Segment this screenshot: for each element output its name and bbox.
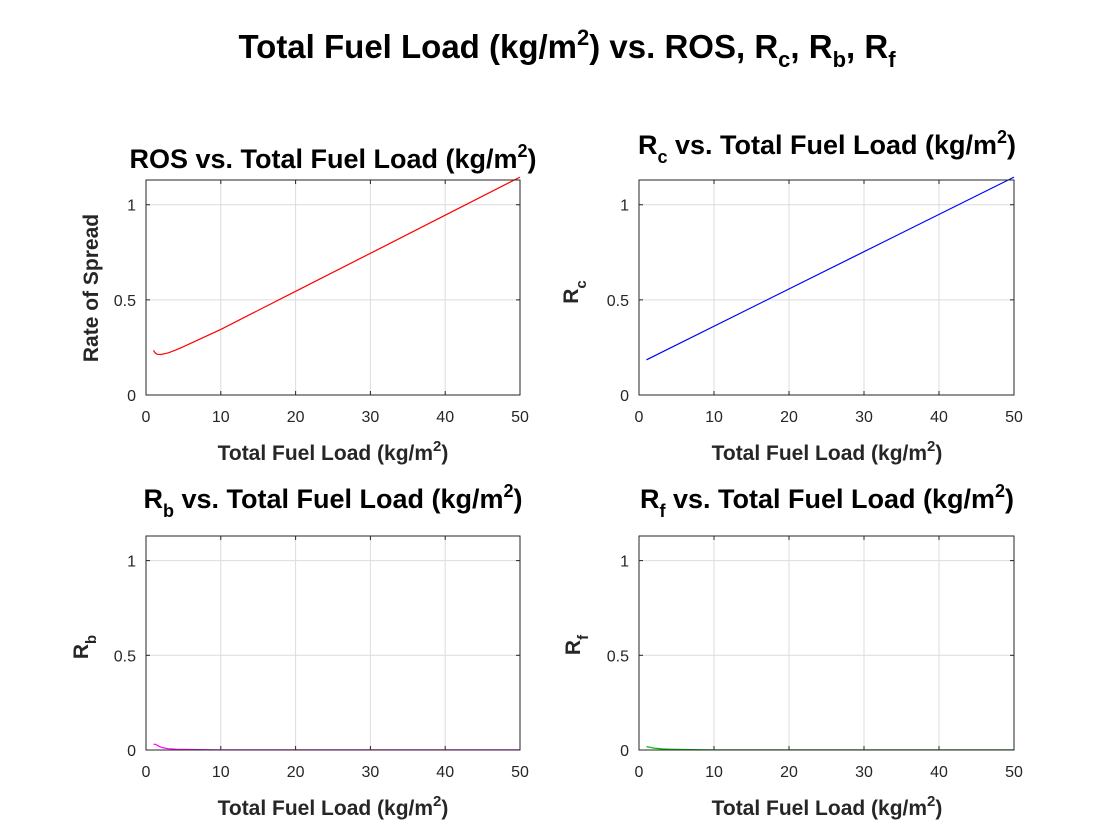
x-tick-label: 0: [142, 409, 151, 426]
plot-area-ros: 0 10 20 30 40 50 0 0.5 1: [114, 176, 529, 426]
y-tick-label: 0: [127, 743, 136, 760]
subplot-title: Rc vs. Total Fuel Load (kg/m2): [638, 127, 1016, 167]
y-tick-label: 1: [127, 198, 136, 215]
x-tick-label: 40: [436, 409, 454, 426]
x-tick-label: 20: [287, 764, 305, 781]
x-tick-label: 0: [635, 764, 644, 781]
x-axis-label: Total Fuel Load (kg/m2): [218, 793, 449, 820]
y-tick-label: 0.5: [114, 293, 136, 310]
series-line: [646, 746, 1014, 751]
x-tick-label: 20: [287, 409, 305, 426]
y-tick-label: 0.5: [114, 648, 136, 665]
plot-area-rf: 0 10 20 30 40 50 0 0.5 1: [607, 535, 1023, 781]
y-tick-label: 1: [620, 554, 629, 571]
x-tick-label: 50: [511, 764, 529, 781]
axes-frame: [638, 179, 1015, 396]
axes-frame: [145, 179, 521, 396]
axes-frame: [638, 535, 1015, 751]
series-line: [153, 743, 520, 751]
y-tick-label: 0: [620, 388, 629, 405]
series-line: [152, 176, 521, 356]
y-tick-label: 0: [620, 743, 629, 760]
y-tick-label: 1: [127, 554, 136, 571]
x-tick-label: 10: [705, 764, 723, 781]
x-tick-label: 0: [635, 409, 644, 426]
plot-area-rb: 0 10 20 30 40 50 0 0.5 1: [114, 535, 529, 781]
x-tick-label: 50: [1005, 764, 1023, 781]
subplot-title: ROS vs. Total Fuel Load (kg/m2): [129, 141, 536, 174]
x-axis-label: Total Fuel Load (kg/m2): [712, 438, 943, 465]
x-axis-label: Total Fuel Load (kg/m2): [218, 438, 449, 465]
y-tick-label: 0.5: [607, 648, 629, 665]
y-axis-label: Rate of Spread: [80, 214, 103, 362]
y-tick-label: 0.5: [607, 293, 629, 310]
x-tick-label: 30: [855, 409, 873, 426]
x-axis-label: Total Fuel Load (kg/m2): [712, 793, 943, 820]
x-tick-label: 40: [930, 409, 948, 426]
subplot-ros: ROS vs. Total Fuel Load (kg/m2) Total Fu…: [80, 141, 537, 465]
figure-title: Total Fuel Load (kg/m2) vs. ROS, Rc, Rb,…: [238, 25, 896, 72]
series-line: [646, 176, 1015, 361]
y-tick-label: 0: [127, 388, 136, 405]
x-tick-label: 50: [1005, 409, 1023, 426]
x-tick-label: 10: [212, 764, 230, 781]
x-tick-label: 20: [780, 409, 798, 426]
plot-area-rc: 0 10 20 30 40 50 0 0.5 1: [607, 176, 1023, 426]
subplot-rf: Rf vs. Total Fuel Load (kg/m2) Total Fue…: [562, 481, 1023, 820]
y-axis-label: Rc: [560, 280, 590, 304]
y-tick-label: 1: [620, 198, 629, 215]
subplot-title: Rb vs. Total Fuel Load (kg/m2): [143, 481, 522, 521]
y-axis-label: Rb: [70, 635, 100, 659]
x-tick-label: 30: [362, 764, 380, 781]
x-tick-label: 50: [511, 409, 529, 426]
x-tick-label: 20: [780, 764, 798, 781]
x-tick-label: 30: [855, 764, 873, 781]
x-tick-label: 10: [705, 409, 723, 426]
x-tick-label: 10: [212, 409, 230, 426]
subplot-rc: Rc vs. Total Fuel Load (kg/m2) Total Fue…: [560, 127, 1023, 465]
y-axis-label: Rf: [562, 634, 592, 655]
subplot-title: Rf vs. Total Fuel Load (kg/m2): [640, 481, 1014, 521]
x-tick-label: 0: [142, 764, 151, 781]
subplot-rb: Rb vs. Total Fuel Load (kg/m2) Total Fue…: [70, 481, 529, 820]
x-tick-label: 30: [362, 409, 380, 426]
x-tick-label: 40: [930, 764, 948, 781]
x-tick-label: 40: [436, 764, 454, 781]
axes-frame: [145, 535, 521, 751]
